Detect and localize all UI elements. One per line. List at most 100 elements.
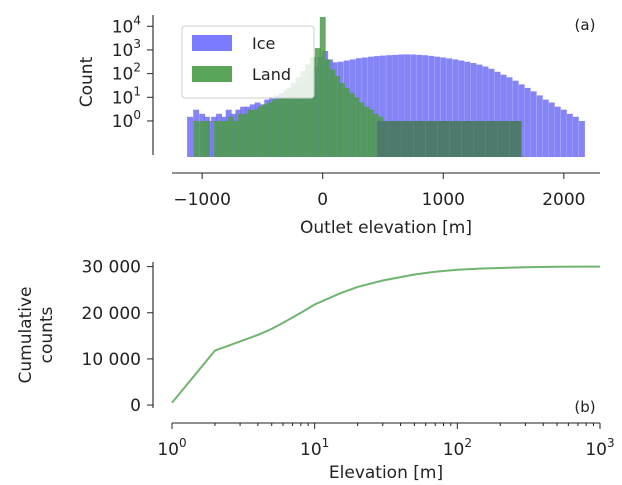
bar-land xyxy=(237,113,244,157)
x-tick-label-a: 2000 xyxy=(542,190,585,210)
bar-ice xyxy=(512,80,519,157)
bar-land xyxy=(319,16,326,158)
bar-land xyxy=(329,69,336,157)
panel-label-b: (b) xyxy=(574,398,595,416)
bar-ice xyxy=(428,55,435,157)
bar-land xyxy=(271,99,278,157)
bar-land xyxy=(247,109,254,157)
bar-ice xyxy=(560,109,567,157)
legend-swatch-ice xyxy=(192,35,232,51)
bar-land xyxy=(193,121,200,157)
bar-land xyxy=(242,113,249,157)
bar-land xyxy=(324,59,331,157)
bar-ice xyxy=(554,106,561,157)
bar-land xyxy=(300,70,307,157)
legend: Ice Land xyxy=(181,25,315,99)
bar-overlap xyxy=(497,121,510,157)
bar-ice xyxy=(566,113,573,157)
bar-ice xyxy=(446,58,453,157)
bar-land xyxy=(343,87,350,157)
bar-ice xyxy=(380,55,386,157)
bar-land xyxy=(372,113,379,157)
bar-land xyxy=(334,75,341,157)
bar-ice xyxy=(404,54,410,157)
bar-overlap xyxy=(425,121,438,157)
bar-land xyxy=(218,121,225,157)
bar-land xyxy=(310,57,316,157)
bar-land xyxy=(368,109,374,157)
legend-swatch-land xyxy=(192,66,232,82)
bar-overlap xyxy=(461,121,474,157)
bar-overlap xyxy=(377,121,389,157)
x-tick-label-a: 1000 xyxy=(422,190,465,210)
x-tick-label-b: 101 xyxy=(300,436,329,460)
bar-land xyxy=(305,64,312,157)
bar-overlap xyxy=(389,121,401,157)
y-tick-label-b: 0 xyxy=(130,396,141,416)
bar-land xyxy=(314,48,321,157)
y-ticks-b: 0 10 000 20 000 30 000 xyxy=(82,258,153,416)
x-ticks-a: −1000 0 1000 2000 xyxy=(173,173,585,210)
y-tick-label-a: 104 xyxy=(112,13,141,37)
bar-ice xyxy=(476,64,483,157)
bar-ice xyxy=(530,91,537,157)
bar-overlap xyxy=(473,121,486,157)
bar-overlap xyxy=(485,121,498,157)
bar-ice xyxy=(464,61,471,158)
bar-land xyxy=(252,109,259,157)
bar-land xyxy=(363,106,370,157)
bar-overlap xyxy=(509,121,522,157)
x-tick-label-b: 103 xyxy=(585,436,614,460)
y-axis-title-a: Count xyxy=(77,56,97,107)
bar-land xyxy=(281,93,288,157)
bar-land xyxy=(228,116,234,157)
bar-land xyxy=(257,106,263,157)
y-tick-label-a: 103 xyxy=(112,37,141,61)
bar-land xyxy=(290,83,297,157)
bar-ice xyxy=(458,60,465,157)
bar-ice xyxy=(398,54,404,157)
bar-ice xyxy=(368,56,374,158)
y-tick-label-a: 101 xyxy=(112,84,141,108)
x-axis-title-b: Elevation [m] xyxy=(329,463,443,483)
bar-ice xyxy=(187,116,193,157)
bar-land xyxy=(266,102,273,157)
bar-ice xyxy=(536,95,543,157)
bar-overlap xyxy=(401,121,413,157)
bar-land xyxy=(213,121,220,157)
bar-overlap xyxy=(437,121,450,157)
bar-land xyxy=(339,83,345,157)
bar-land xyxy=(295,77,302,157)
bar-ice xyxy=(542,99,549,157)
bar-ice xyxy=(416,54,423,157)
y-tick-label-b: 20 000 xyxy=(82,304,141,324)
bar-land xyxy=(353,97,360,157)
x-axis-title-a: Outlet elevation [m] xyxy=(300,218,472,238)
bar-land xyxy=(286,87,292,157)
bar-ice xyxy=(488,68,495,157)
bar-ice xyxy=(422,55,429,158)
x-tick-label-b: 102 xyxy=(443,436,472,460)
bar-land xyxy=(261,104,268,157)
y-tick-label-a: 102 xyxy=(112,61,141,85)
bar-ice xyxy=(482,66,489,157)
panel-label-a: (a) xyxy=(575,16,596,34)
y-axis-title-b-line2: counts xyxy=(37,306,57,363)
bar-land xyxy=(223,121,230,157)
legend-label-ice: Ice xyxy=(252,34,275,53)
bar-ice xyxy=(500,74,507,157)
bar-ice xyxy=(392,54,398,157)
y-tick-label-b: 30 000 xyxy=(82,258,141,278)
bar-land xyxy=(232,121,239,157)
bar-ice xyxy=(506,77,513,157)
y-tick-label-b: 10 000 xyxy=(82,350,141,370)
bar-overlap xyxy=(449,121,462,157)
bar-land xyxy=(204,121,210,157)
cumulative-line xyxy=(171,265,600,404)
bar-ice xyxy=(548,102,555,157)
legend-label-land: Land xyxy=(252,65,291,84)
x-tick-label-a: 0 xyxy=(317,190,328,210)
x-tick-label-b: 100 xyxy=(157,436,186,460)
